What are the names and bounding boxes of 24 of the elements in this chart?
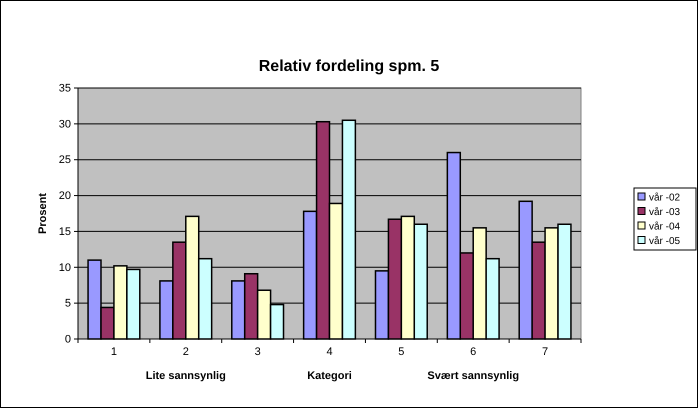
x-tick-label: 7 — [542, 346, 548, 358]
legend-label: vår -03 — [649, 206, 681, 218]
chart-title: Relativ fordeling spm. 5 — [258, 58, 440, 75]
y-tick-label: 25 — [58, 154, 71, 166]
x-tick-label: 4 — [326, 346, 333, 358]
x-tick-label: 6 — [470, 346, 476, 358]
y-tick-label: 20 — [58, 190, 71, 202]
x-axis-title: Kategori — [307, 370, 352, 382]
text: Lite sannsynlig — [146, 370, 226, 382]
y-tick-label: 15 — [58, 226, 71, 238]
x-tick-label: 1 — [110, 346, 117, 358]
text: Svært sannsynlig — [427, 370, 520, 382]
legend-label: vår -04 — [649, 220, 681, 232]
legend-label: vår -05 — [649, 235, 681, 247]
x-tick-label: 2 — [182, 346, 189, 358]
y-tick-label: 30 — [58, 118, 71, 130]
y-tick-label: 5 — [64, 298, 71, 310]
y-tick-label: 10 — [58, 262, 71, 274]
x-tick-label: 3 — [254, 346, 261, 358]
y-tick-label: 0 — [64, 334, 71, 346]
y-tick-label: 35 — [58, 82, 71, 95]
legend-label: vår -02 — [649, 192, 681, 204]
y-axis-title: Prosent — [37, 192, 49, 234]
x-tick-label: 5 — [398, 346, 404, 358]
